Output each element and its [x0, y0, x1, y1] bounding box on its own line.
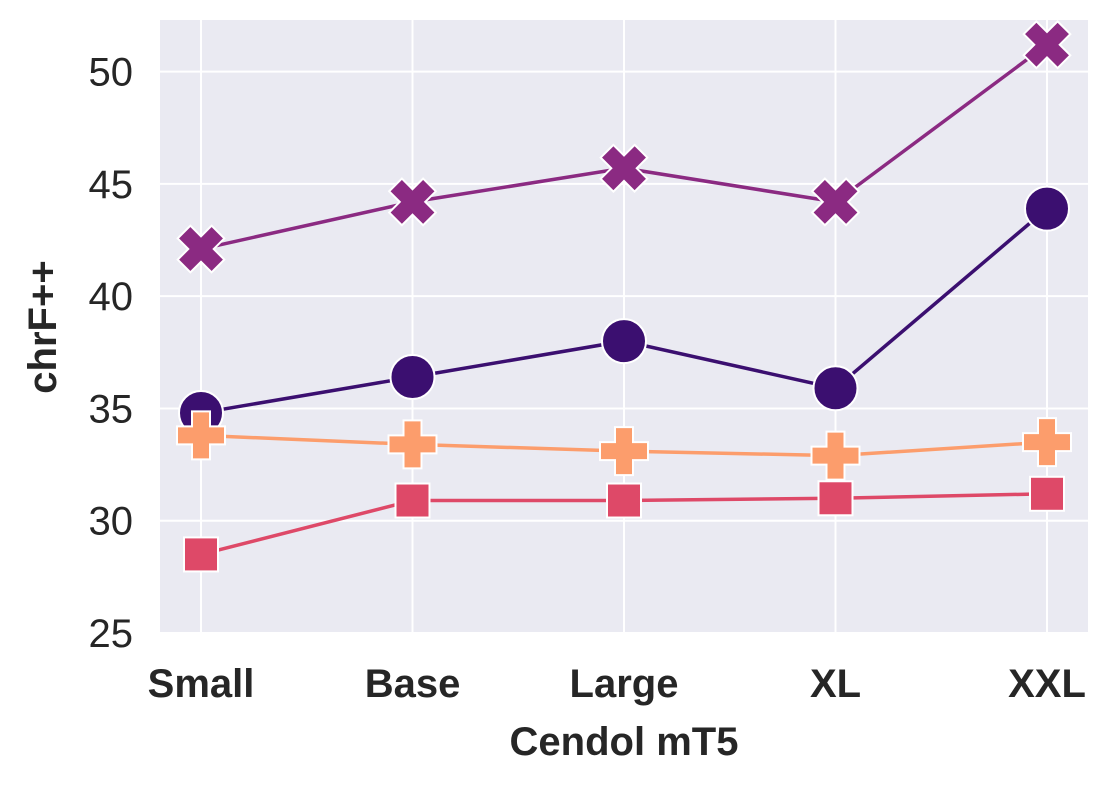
- data-point: [1022, 417, 1072, 468]
- series-plus: [176, 410, 1072, 481]
- data-point: [606, 482, 642, 519]
- y-tick-labels: 25 30 35 40 45 50: [89, 51, 134, 656]
- y-axis-label: chrF++: [21, 260, 65, 393]
- data-point: [176, 224, 226, 274]
- data-point: [394, 482, 431, 519]
- series-layer: [176, 19, 1072, 573]
- data-point: [1029, 475, 1065, 512]
- data-point: [812, 365, 859, 412]
- data-point: [183, 536, 219, 573]
- y-tick-label: 25: [89, 612, 134, 656]
- data-point: [601, 318, 647, 365]
- data-point: [599, 426, 649, 477]
- data-point: [599, 143, 649, 193]
- data-point: [1024, 185, 1070, 232]
- data-point: [176, 410, 226, 461]
- y-tick-label: 50: [89, 51, 134, 95]
- series-x: [176, 19, 1072, 274]
- data-point: [387, 419, 438, 470]
- y-tick-label: 45: [89, 163, 134, 207]
- x-tick-label: XL: [810, 662, 861, 706]
- data-point: [389, 354, 436, 401]
- data-point: [810, 177, 861, 227]
- x-tick-label: Base: [365, 662, 461, 706]
- y-tick-label: 40: [89, 275, 134, 319]
- x-axis-label: Cendol mT5: [510, 720, 739, 764]
- data-point: [817, 480, 854, 517]
- y-tick-label: 35: [89, 387, 134, 431]
- x-tick-label: XXL: [1008, 662, 1086, 706]
- data-point: [387, 177, 438, 227]
- x-tick-label: Large: [570, 662, 679, 706]
- series-square: [183, 475, 1065, 573]
- grid: [160, 20, 1088, 634]
- y-tick-label: 30: [89, 500, 134, 544]
- data-point: [1022, 19, 1072, 70]
- x-tick-labels: Small Base Large XL XXL: [148, 662, 1086, 706]
- x-tick-label: Small: [148, 662, 255, 706]
- data-point: [810, 430, 861, 481]
